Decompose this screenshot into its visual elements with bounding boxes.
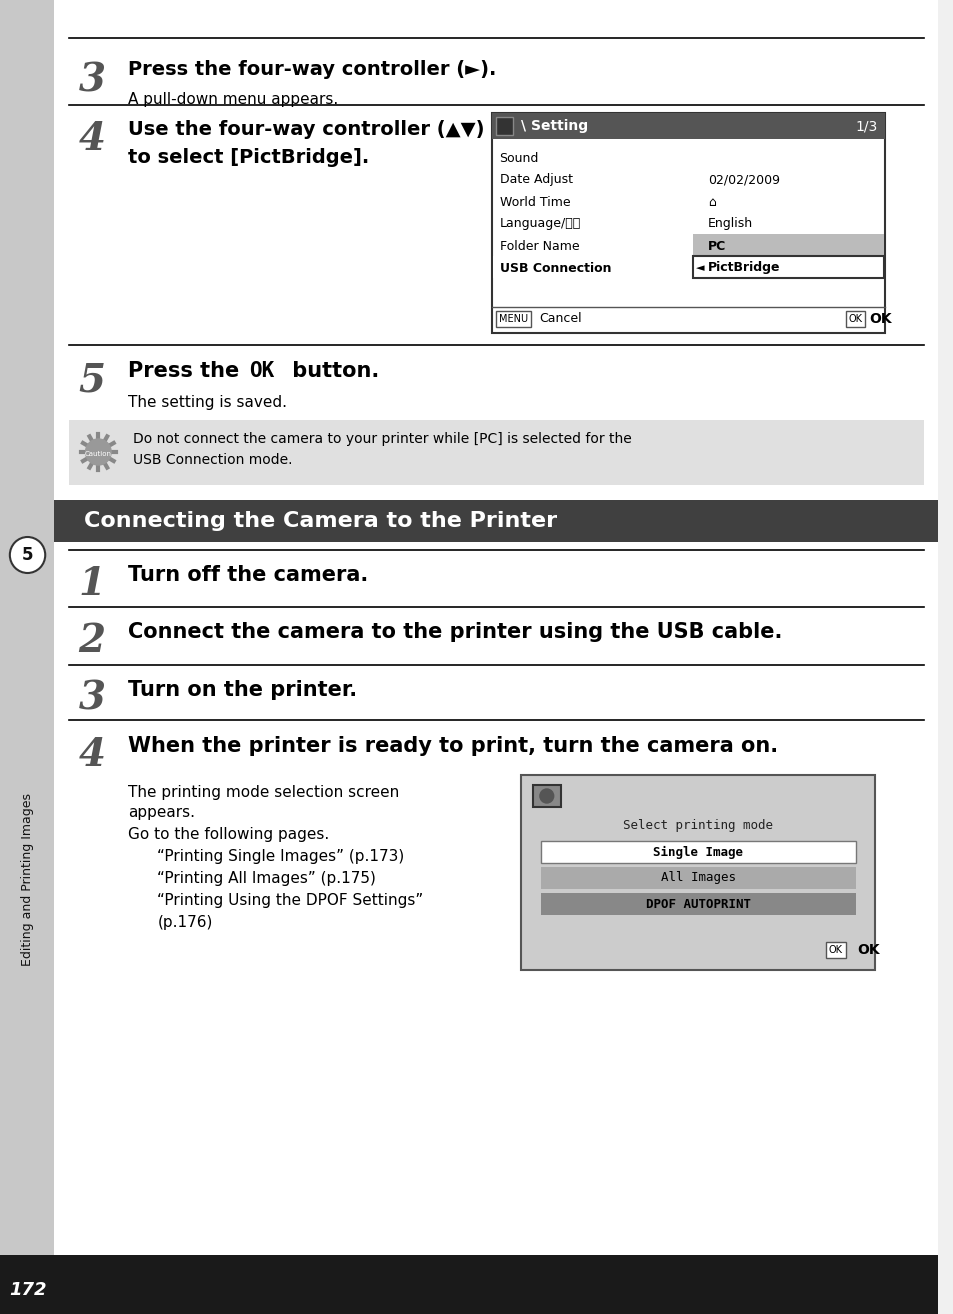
Text: OK: OK [828,945,842,955]
Text: Editing and Printing Images: Editing and Printing Images [21,794,34,967]
Text: All Images: All Images [660,871,735,884]
Bar [491,113,884,332]
Text: OK: OK [857,943,880,957]
Bar [693,256,883,279]
Text: When the printer is ready to print, turn the camera on.: When the printer is ready to print, turn… [128,736,777,756]
Text: The printing mode selection screen: The printing mode selection screen [128,784,398,800]
Text: Press the four-way controller (►).: Press the four-way controller (►). [128,60,496,79]
Text: 5: 5 [78,361,106,399]
Bar [693,234,883,256]
Bar [533,784,560,807]
Circle shape [86,439,111,465]
Bar [540,867,855,890]
Text: Single Image: Single Image [653,845,742,858]
Text: World Time: World Time [499,196,570,209]
Text: Caution: Caution [85,451,112,457]
Text: USB Connection: USB Connection [499,261,611,275]
Text: “Printing Using the DPOF Settings”: “Printing Using the DPOF Settings” [157,894,423,908]
Text: ◄: ◄ [696,263,704,273]
Text: 172: 172 [9,1281,47,1300]
Text: Sound: Sound [499,151,538,164]
Text: \ Setting: \ Setting [520,120,588,133]
Text: Language/言語: Language/言語 [499,218,580,230]
Text: Press the: Press the [128,361,246,381]
Bar [845,311,864,327]
Text: 4: 4 [78,736,106,774]
Text: 5: 5 [22,547,33,564]
Text: Connecting the Camera to the Printer: Connecting the Camera to the Printer [84,511,557,531]
Bar [0,0,54,1314]
Text: to select [PictBridge].: to select [PictBridge]. [128,148,369,167]
Text: Turn on the printer.: Turn on the printer. [128,681,356,700]
Text: English: English [707,218,753,230]
Text: 02/02/2009: 02/02/2009 [707,173,780,187]
Text: (p.176): (p.176) [157,915,213,930]
Text: Folder Name: Folder Name [499,239,578,252]
Text: OK: OK [868,311,891,326]
Bar [496,311,531,327]
Bar [540,841,855,863]
Bar [492,256,883,279]
Text: Turn off the camera.: Turn off the camera. [128,565,368,585]
Bar [491,113,884,139]
Text: button.: button. [285,361,379,381]
Text: 1/3: 1/3 [854,120,877,133]
Text: OK: OK [249,361,274,381]
Text: Go to the following pages.: Go to the following pages. [128,827,329,842]
Text: Cancel: Cancel [538,313,581,326]
Text: DPOF AUTOPRINT: DPOF AUTOPRINT [645,897,750,911]
Text: 3: 3 [78,62,106,100]
Text: “Printing All Images” (p.175): “Printing All Images” (p.175) [157,871,375,886]
Text: OK: OK [848,314,862,325]
Text: A pull-down menu appears.: A pull-down menu appears. [128,92,337,106]
Bar [69,420,923,485]
Text: 1: 1 [78,565,106,603]
Bar [496,117,513,135]
Text: 4: 4 [78,120,106,158]
Text: appears.: appears. [128,805,194,820]
Text: ⌂: ⌂ [707,196,715,209]
Text: MENU: MENU [498,314,527,325]
Text: PC: PC [707,239,725,252]
Text: Select printing mode: Select printing mode [622,819,773,832]
Bar [0,1255,937,1314]
Text: Do not connect the camera to your printer while [PC] is selected for the
USB Con: Do not connect the camera to your printe… [132,432,631,466]
Text: The setting is saved.: The setting is saved. [128,396,287,410]
Text: 2: 2 [78,622,106,660]
Text: Date Adjust: Date Adjust [499,173,572,187]
Bar [520,775,874,970]
Bar [54,501,937,541]
Circle shape [10,537,45,573]
Bar [825,942,845,958]
Text: “Printing Single Images” (p.173): “Printing Single Images” (p.173) [157,849,404,865]
Circle shape [539,788,553,803]
Text: Connect the camera to the printer using the USB cable.: Connect the camera to the printer using … [128,622,781,643]
Text: Use the four-way controller (▲▼): Use the four-way controller (▲▼) [128,120,484,139]
Bar [540,894,855,915]
Text: PictBridge: PictBridge [707,261,780,275]
Text: 3: 3 [78,681,106,717]
